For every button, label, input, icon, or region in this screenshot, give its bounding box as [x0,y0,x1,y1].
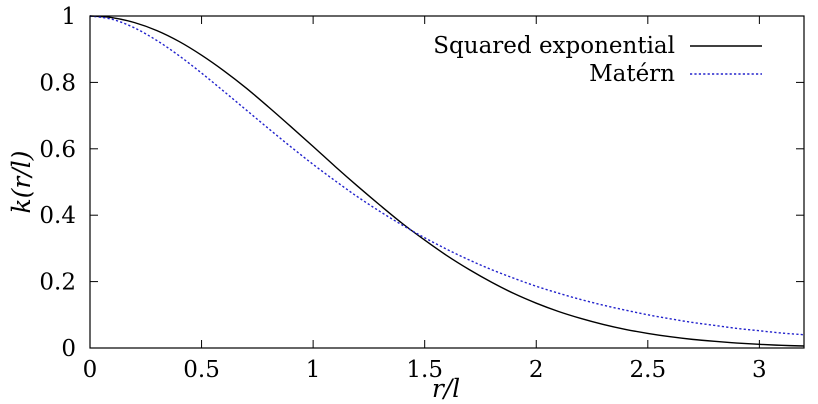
y-axis-label: k(r/l) [7,150,36,213]
y-tick-label: 0.8 [39,70,76,96]
chart-curves [89,15,805,347]
y-tick-label: 1 [61,4,76,30]
legend-label: Squared exponential [433,33,675,59]
x-tick-label: 1.5 [406,357,443,383]
legend-label: Matérn [589,61,675,87]
x-axis-label: r/l [432,374,460,403]
x-tick-label: 0 [83,357,98,383]
x-tick-label: 3 [752,357,767,383]
x-tick-label: 2.5 [630,357,667,383]
x-tick-label: 2 [529,357,544,383]
series-line-squared-exponential [89,15,805,347]
y-tick-label: 0.4 [39,203,76,229]
y-tick-label: 0.2 [39,270,76,296]
y-tick-label: 0 [61,336,76,362]
x-tick-label: 1 [306,357,321,383]
plot-frame [89,15,805,349]
y-tick-label: 0.6 [39,137,76,163]
x-tick-label: 0.5 [183,357,220,383]
series-line-matern [89,15,805,336]
chart-ticks: 0 0.5 1 1.5 2 2.5 3 0 0.2 0.4 0.6 0.8 1 [39,4,804,383]
